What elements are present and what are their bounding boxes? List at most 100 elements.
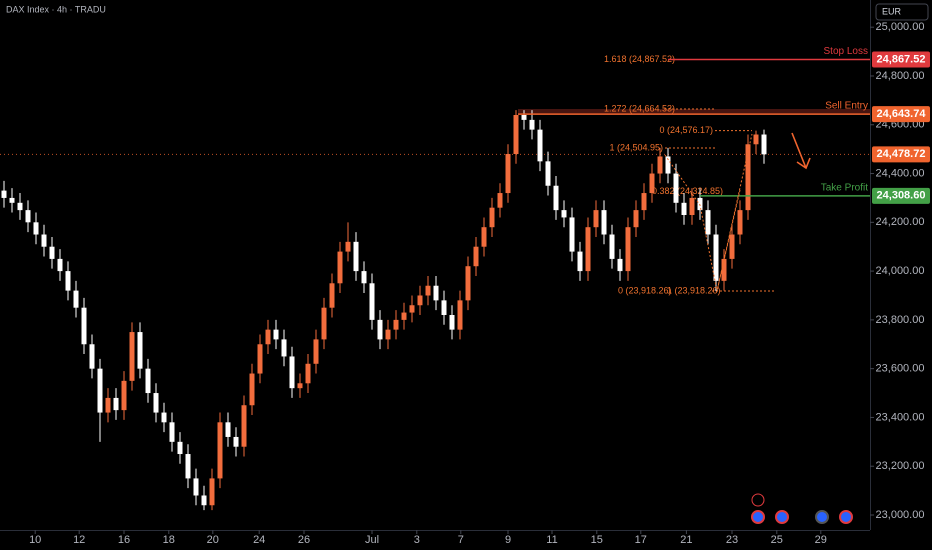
candle-body [161, 412, 167, 423]
candle-body [193, 478, 199, 496]
candle-body [137, 332, 143, 369]
candle-body [625, 227, 631, 272]
candle-body [761, 134, 767, 155]
x-tick-label: 18 [163, 534, 175, 546]
candle-body [753, 134, 759, 145]
candle-body [449, 315, 455, 330]
candle-body [713, 234, 719, 281]
price-tag [872, 187, 930, 204]
x-tick-label: 20 [207, 534, 219, 546]
sell-zone [518, 109, 870, 115]
candle-body [665, 156, 671, 174]
candle-body [265, 329, 271, 345]
candle-body [73, 290, 79, 308]
pattern-line [716, 189, 741, 292]
candle-body [593, 210, 599, 228]
candle-body [345, 241, 351, 252]
event-icon[interactable] [751, 493, 765, 507]
y-tick-label: 23,400.00 [876, 411, 925, 423]
y-tick-label: 23,600.00 [876, 363, 925, 375]
level-name: Stop Loss [824, 46, 868, 57]
candle-body [145, 368, 151, 394]
y-tick-label: 24,200.00 [876, 216, 925, 228]
x-tick-label: 16 [118, 534, 130, 546]
candle-body [473, 246, 479, 267]
candle-body [329, 283, 335, 308]
price-tag-label: 24,308.60 [877, 190, 926, 202]
candle-body [545, 161, 551, 186]
candle-body [273, 329, 279, 340]
candle-body [313, 339, 319, 364]
fib-label: 0 (23,918.26) [618, 285, 672, 295]
candle-body [649, 173, 655, 194]
candle-body [513, 115, 519, 155]
candle-body [481, 227, 487, 247]
candle-body [697, 197, 703, 211]
chart-title: DAX Index · 4h · TRADU [6, 4, 106, 14]
candle-body [409, 305, 415, 313]
candle-body [673, 173, 679, 203]
candle-body [377, 319, 383, 340]
candle-body [33, 222, 39, 235]
candle-body [97, 368, 103, 413]
candle-body [745, 144, 751, 211]
candle-body [217, 422, 223, 479]
candle-body [705, 210, 711, 235]
candle-body [465, 266, 471, 301]
x-tick-label: 12 [73, 534, 85, 546]
candle-body [729, 234, 735, 259]
event-icon[interactable] [839, 510, 853, 524]
candle-body [497, 193, 503, 208]
x-tick-label: 9 [505, 534, 511, 546]
x-tick-label: 23 [726, 534, 738, 546]
candle-body [81, 307, 87, 345]
x-tick-label: Jul [365, 534, 379, 546]
price-tag [872, 146, 930, 163]
candle-body [321, 307, 327, 340]
candle-body [569, 217, 575, 252]
candle-body [153, 393, 159, 413]
x-tick-label: 26 [298, 534, 310, 546]
candle-body [561, 210, 567, 218]
candle-body [537, 129, 543, 162]
arrow [791, 132, 811, 170]
candle-body [657, 156, 663, 174]
candle-body [121, 380, 127, 411]
event-icon[interactable] [815, 510, 829, 524]
candle-body [209, 478, 215, 506]
candle-body [249, 373, 255, 406]
candle-body [9, 197, 15, 203]
fib-label: 1 (24,504.95) [609, 142, 663, 152]
fib-label: 1.272 (24,664.53) [604, 103, 675, 113]
candle-body [737, 210, 743, 235]
y-tick-label: 24,400.00 [876, 167, 925, 179]
price-tag [872, 106, 930, 123]
price-tag-label: 24,478.72 [877, 148, 926, 160]
candle-body [225, 422, 231, 437]
price-tag-label: 24,867.52 [877, 53, 926, 65]
candle-body [529, 119, 535, 130]
event-icon[interactable] [751, 510, 765, 524]
candle-body [281, 339, 287, 357]
x-tick-label: 17 [635, 534, 647, 546]
pattern-line [664, 133, 753, 292]
fib-label: 1 (23,918.26) [667, 285, 721, 295]
x-tick-label: 21 [680, 534, 692, 546]
candle-body [577, 251, 583, 272]
candle-body [601, 210, 607, 235]
candle-body [65, 271, 71, 291]
x-tick-label: 10 [29, 534, 41, 546]
candle-body [633, 210, 639, 228]
candle-body [361, 271, 367, 284]
event-icon[interactable] [775, 510, 789, 524]
candle-body [401, 312, 407, 320]
candle-body [113, 397, 119, 411]
y-tick-label: 24,000.00 [876, 265, 925, 277]
candle-body [417, 295, 423, 306]
level-name: Sell Entry [825, 101, 868, 112]
currency-box[interactable] [875, 3, 929, 21]
candle-body [89, 344, 95, 369]
fib-label: 0 (24,576.17) [659, 125, 713, 135]
